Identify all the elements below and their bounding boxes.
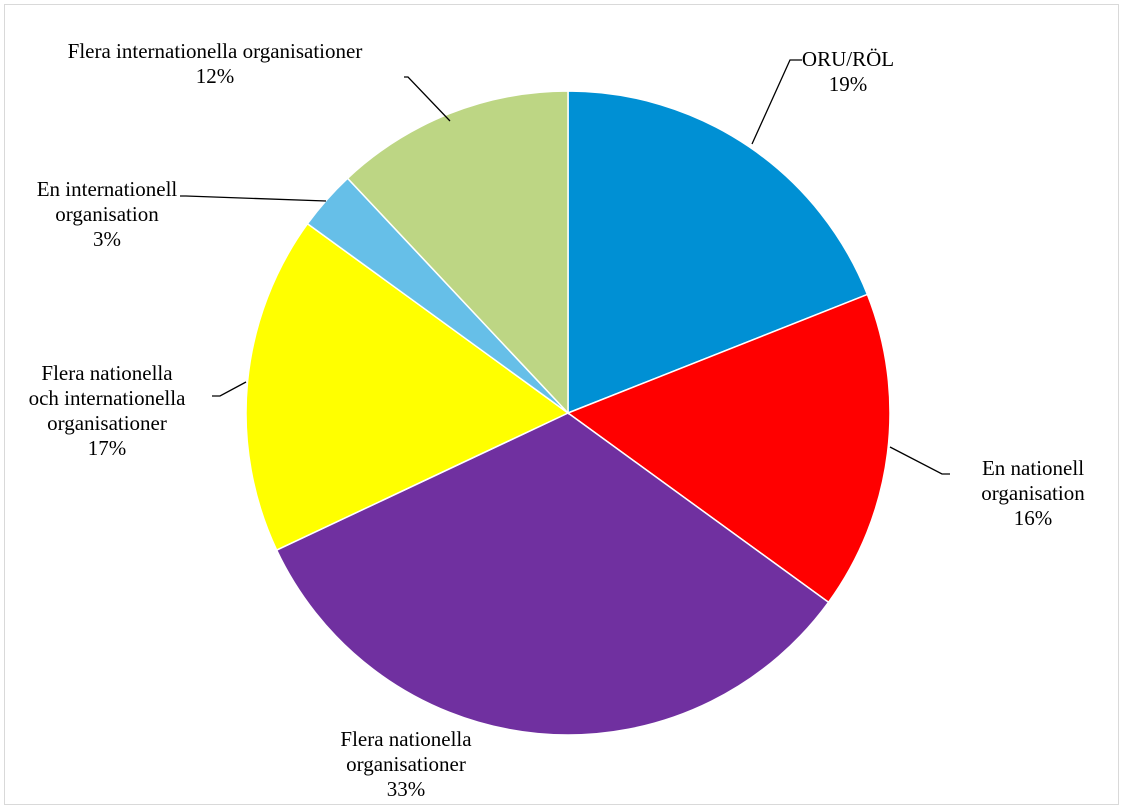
pie-slices [245, 90, 891, 736]
data-label-6: Flera internationella organisationer 12% [68, 39, 363, 88]
pie-slice-2 [566, 293, 891, 604]
data-label-text: Flera nationella [41, 361, 173, 385]
data-label-text: organisation [981, 481, 1085, 505]
data-label-text: Flera nationella [340, 727, 472, 751]
pie-slice-3 [275, 412, 830, 736]
data-label-text: ORU/RÖL [802, 47, 894, 71]
pie-slice-1 [567, 90, 869, 415]
data-label-text: organisationer [346, 752, 466, 776]
leader-line-2 [889, 446, 950, 475]
leader-lines [180, 59, 950, 475]
data-label-text: En nationell [982, 456, 1084, 480]
data-label-text: En internationell [37, 177, 178, 201]
data-label-value: 3% [93, 227, 121, 251]
leader-line-5 [180, 195, 327, 202]
pie-slice-4 [245, 222, 570, 552]
data-label-value: 33% [387, 777, 426, 801]
leader-line-6 [404, 76, 451, 122]
data-label-5: En internationell organisation 3% [37, 177, 178, 251]
data-label-4: Flera nationella och internationella organ… [29, 361, 187, 460]
data-labels: ORU/RÖL 19%En nationell organisation 16%Fle… [29, 39, 1086, 801]
data-label-value: 17% [88, 436, 127, 460]
data-label-3: Flera nationella organisationer 33% [340, 727, 472, 801]
leader-line-1 [751, 59, 802, 145]
leader-line-4 [212, 381, 247, 397]
data-label-1: ORU/RÖL 19% [802, 47, 894, 96]
pie-slice-6 [346, 90, 569, 415]
data-label-2: En nationell organisation 16% [981, 456, 1085, 530]
data-label-value: 12% [196, 64, 235, 88]
data-label-text: och internationella [29, 386, 187, 410]
data-label-text: Flera internationella organisationer [68, 39, 363, 63]
data-label-text: organisation [55, 202, 159, 226]
data-label-value: 19% [829, 72, 868, 96]
data-label-text: organisationer [47, 411, 167, 435]
data-label-value: 16% [1014, 506, 1053, 530]
